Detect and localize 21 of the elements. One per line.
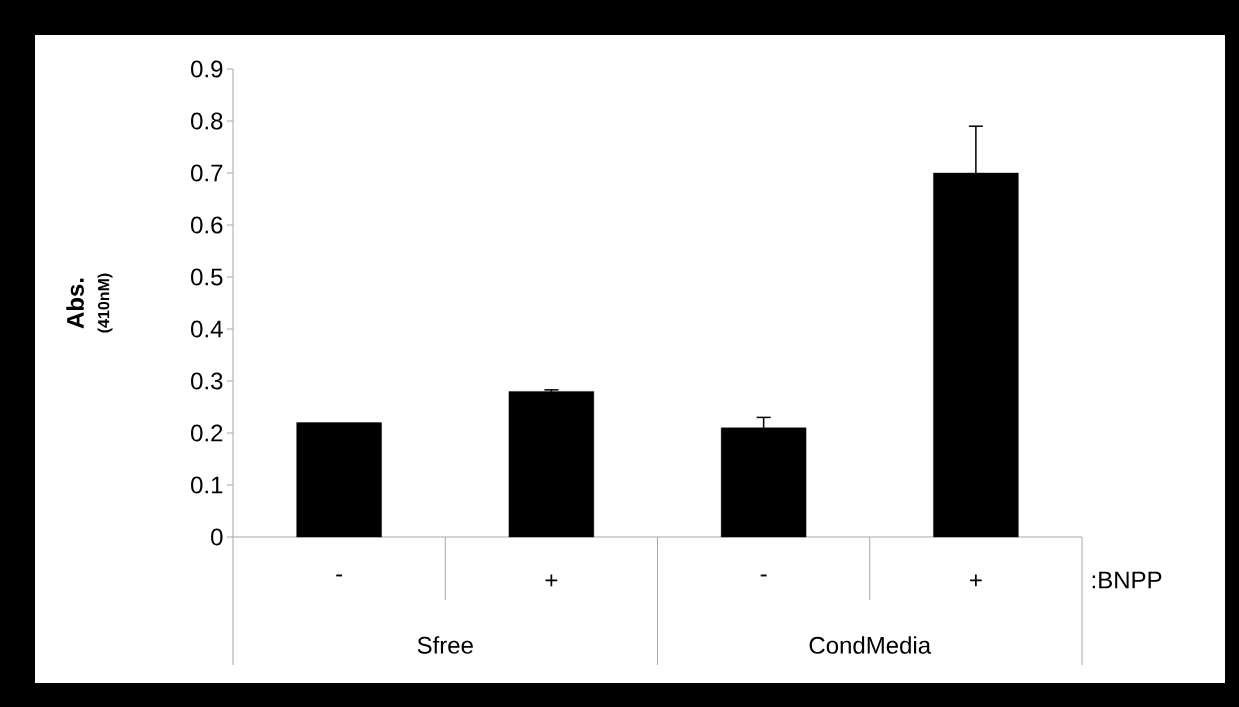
text: CondMedia xyxy=(809,636,932,654)
x-tick-label: + xyxy=(970,574,982,587)
x-tick-label: - xyxy=(336,574,343,577)
y-tick-label: 0.2 xyxy=(191,424,223,442)
y-tick-label: 0.4 xyxy=(191,320,223,338)
y-tick-label: 0.6 xyxy=(191,216,223,234)
x-tick-label: + xyxy=(545,574,558,587)
y-tick-label: 0 xyxy=(211,528,223,546)
x-axis-title: :BNPP xyxy=(1092,571,1162,589)
y-tick-label: 0.3 xyxy=(191,372,223,390)
text: Sfree xyxy=(417,636,473,654)
y-tick-label: 0.1 xyxy=(191,476,223,494)
y-tick-label: 0.8 xyxy=(191,112,223,130)
x-tick-label: - xyxy=(760,574,767,577)
y-axis-title: Abs. xyxy=(66,278,84,329)
y-tick-label: 0.7 xyxy=(191,164,223,182)
text: (410nM) xyxy=(97,273,113,333)
y-tick-label: 0.9 xyxy=(191,60,223,78)
bar xyxy=(508,391,595,538)
bar xyxy=(296,422,382,538)
y-tick-label: 0.5 xyxy=(191,268,223,286)
